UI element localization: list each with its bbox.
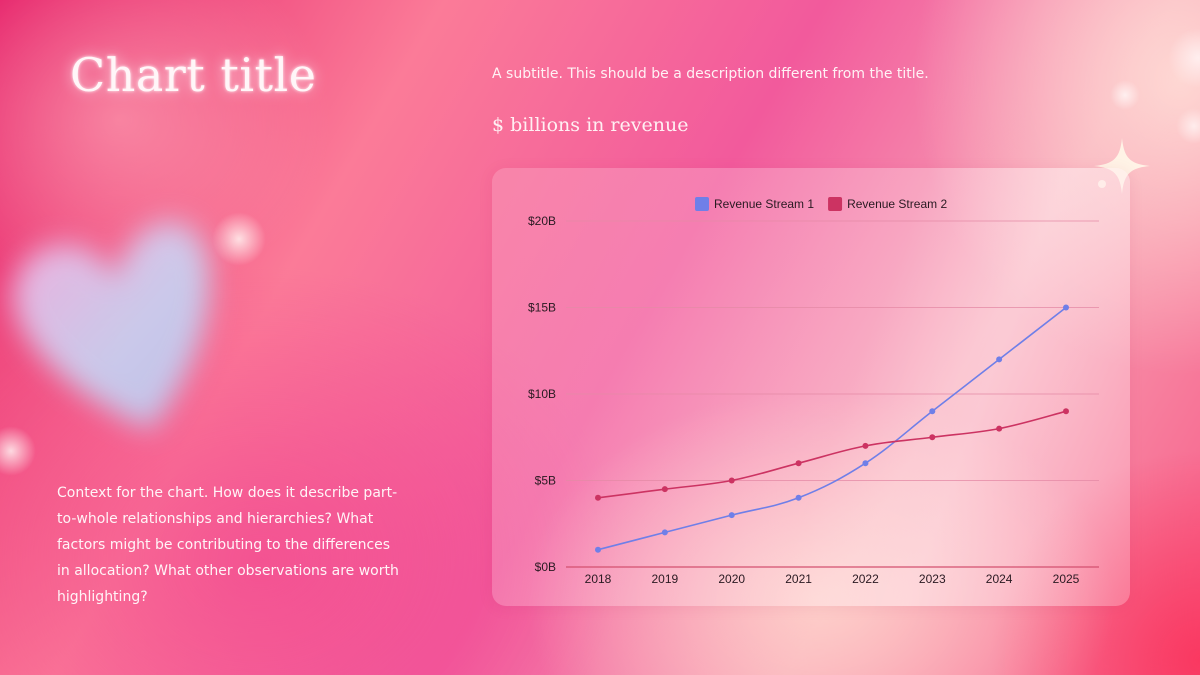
data-point-series-2 [795,460,802,467]
data-point-series-1 [1063,304,1069,311]
x-tick-label: 2022 [852,572,879,586]
chart-unit-label: $ billions in revenue [492,114,689,136]
x-tick-label: 2025 [1053,572,1080,586]
background-glow-top-right [1168,28,1200,88]
legend-swatch-1 [695,197,709,211]
heart-decoration-icon [12,221,210,430]
y-tick-label: $5B [535,474,556,488]
legend-label-1: Revenue Stream 1 [714,197,814,211]
x-tick-label: 2021 [785,572,812,586]
data-point-series-1 [862,460,869,467]
y-tick-label: $0B [535,560,556,574]
y-tick-label: $20B [528,214,556,228]
x-tick-label: 2024 [986,572,1013,586]
x-tick-label: 2020 [718,572,745,586]
x-tick-label: 2018 [585,572,612,586]
background-glow-small [1110,80,1140,110]
y-tick-label: $15B [528,301,556,315]
data-point-series-2 [929,434,936,441]
data-point-series-2 [1063,408,1069,415]
chart-context-text: Context for the chart. How does it descr… [57,485,399,605]
data-point-series-1 [929,408,936,415]
legend-swatch-2 [828,197,843,211]
legend-label-2: Revenue Stream 2 [847,197,947,211]
data-point-series-2 [661,486,668,493]
page-subtitle: A subtitle. This should be a description… [492,66,929,82]
data-point-series-1 [728,512,735,519]
data-point-series-2 [595,494,601,501]
series-line-1 [597,306,1067,551]
background-glow-right [1176,108,1200,144]
data-point-series-1 [996,356,1003,363]
data-point-series-2 [996,425,1003,432]
chart-panel: $0B $5B $10B $15B $20B 2018 2019 2020 2021 2022 20… [492,168,1130,606]
line-chart: $0B $5B $10B $15B $20B 2018 2019 2020 2021 2022 20… [528,197,1099,586]
data-point-series-1 [795,494,802,501]
series-line-2 [597,410,1067,499]
page-title: Chart title [70,48,317,102]
data-point-series-2 [862,442,869,449]
x-tick-label: 2019 [652,572,679,586]
data-point-series-1 [595,546,601,553]
x-tick-label: 2023 [919,572,946,586]
data-point-series-2 [728,477,735,484]
y-tick-label: $10B [528,387,556,401]
background-glow-left [212,212,266,266]
data-point-series-1 [661,529,668,536]
